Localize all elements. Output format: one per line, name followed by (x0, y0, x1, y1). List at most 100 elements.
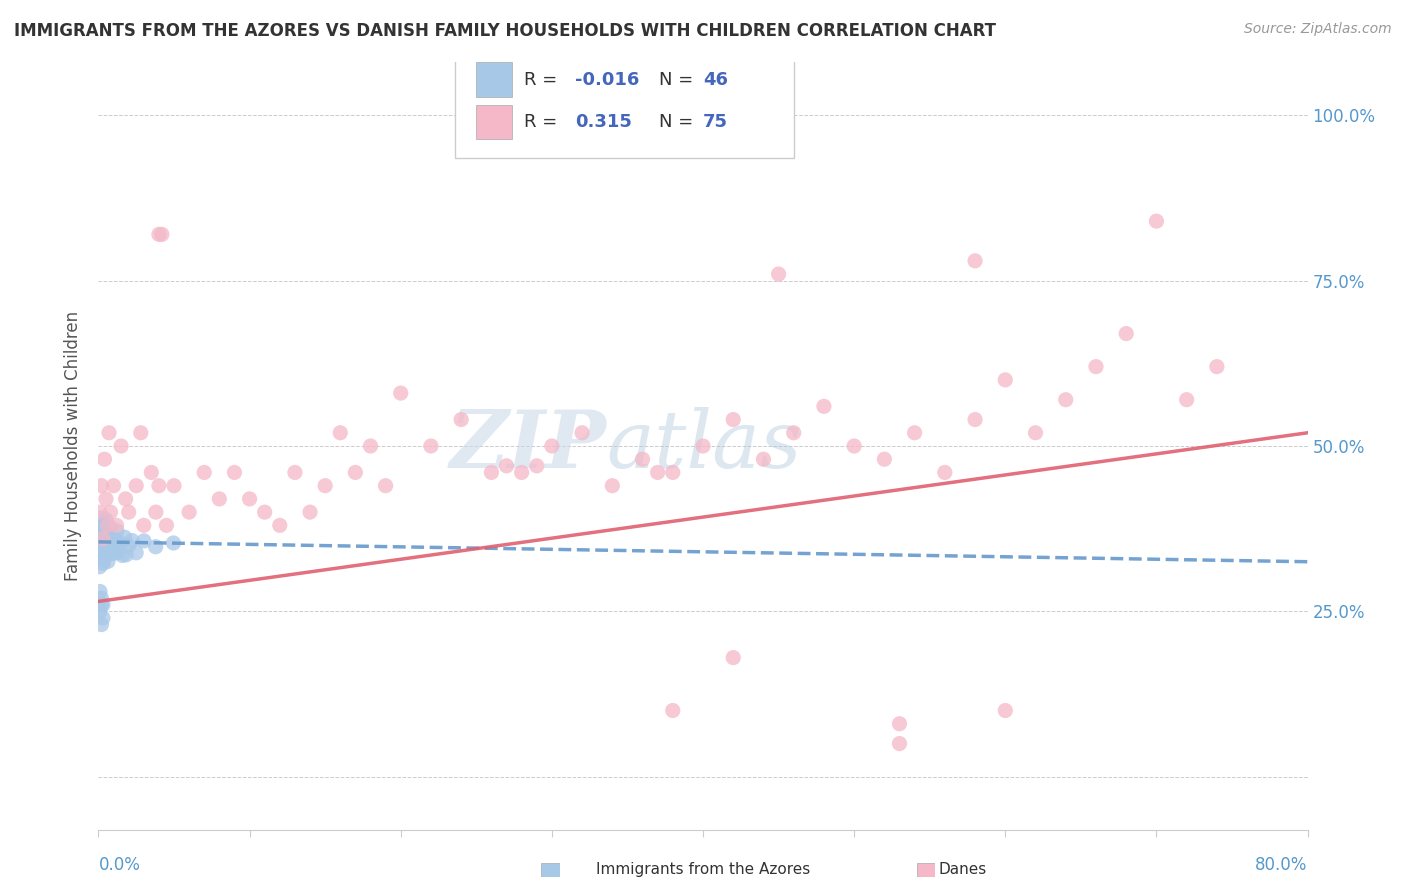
Y-axis label: Family Households with Children: Family Households with Children (65, 311, 83, 581)
Point (692, 439, 714, 453)
Point (93, 452, 115, 467)
Text: 0.315: 0.315 (575, 113, 631, 131)
Point (889, 737, 911, 751)
Point (96, 529, 118, 543)
Point (934, 466, 956, 480)
Point (129, 425, 152, 440)
Point (994, 373, 1017, 387)
Point (125, 546, 148, 560)
Point (105, 535, 128, 549)
Point (661, 704, 683, 718)
Point (118, 505, 141, 519)
Point (193, 466, 215, 480)
Point (90, 511, 112, 525)
Point (314, 478, 336, 492)
Point (90, 617, 112, 632)
Point (96, 540, 118, 554)
Text: 80.0%: 80.0% (1256, 856, 1308, 874)
Point (904, 425, 927, 440)
Point (91, 523, 114, 537)
Point (647, 466, 669, 480)
Point (100, 531, 122, 545)
Point (813, 400, 835, 414)
Point (114, 530, 136, 544)
Point (723, 650, 745, 665)
Point (89, 543, 111, 558)
Point (329, 425, 352, 440)
Point (510, 466, 533, 480)
Point (91, 598, 114, 612)
Text: ZIP: ZIP (450, 408, 606, 484)
Text: N =: N = (659, 70, 699, 88)
Point (1206, 359, 1229, 374)
Point (90, 518, 112, 533)
Point (100, 542, 122, 557)
Point (98, 546, 121, 560)
Text: IMMIGRANTS FROM THE AZORES VS DANISH FAMILY HOUSEHOLDS WITH CHILDREN CORRELATION: IMMIGRANTS FROM THE AZORES VS DANISH FAM… (14, 22, 995, 40)
Point (631, 452, 654, 467)
Point (94, 513, 117, 527)
Point (481, 466, 503, 480)
Point (162, 536, 184, 550)
Point (208, 491, 231, 506)
Point (450, 412, 472, 426)
Point (752, 452, 775, 467)
Point (224, 466, 246, 480)
Point (389, 386, 412, 401)
Point (360, 439, 382, 453)
Point (495, 458, 517, 473)
Point (723, 412, 745, 426)
Point (571, 425, 593, 440)
Point (344, 466, 367, 480)
Point (145, 505, 167, 519)
Point (155, 518, 177, 533)
Point (148, 227, 170, 242)
Text: 75: 75 (703, 113, 728, 131)
Point (90, 598, 112, 612)
Point (94, 491, 117, 506)
Point (103, 478, 125, 492)
Text: 0.0%: 0.0% (98, 856, 141, 874)
Point (91, 532, 114, 546)
Point (1054, 392, 1077, 407)
FancyBboxPatch shape (475, 104, 512, 139)
Text: Danes: Danes (939, 863, 987, 877)
Point (132, 518, 155, 533)
Point (103, 546, 125, 560)
Point (179, 505, 201, 519)
Point (284, 466, 307, 480)
Point (89, 584, 111, 599)
Point (97, 554, 120, 568)
Point (844, 439, 866, 453)
Point (125, 478, 148, 492)
Point (117, 539, 139, 553)
Point (94, 545, 117, 559)
Point (115, 548, 138, 562)
Point (107, 545, 129, 559)
Point (93, 552, 115, 566)
FancyBboxPatch shape (475, 62, 512, 97)
Text: R =: R = (524, 70, 562, 88)
Point (89, 604, 111, 618)
Point (111, 549, 134, 563)
Point (873, 452, 896, 467)
Point (163, 478, 186, 492)
Point (121, 533, 143, 548)
FancyBboxPatch shape (456, 51, 793, 158)
Point (602, 478, 624, 492)
Text: Immigrants from the Azores: Immigrants from the Azores (596, 863, 810, 877)
Point (526, 458, 548, 473)
Point (420, 439, 443, 453)
Point (661, 466, 683, 480)
Point (889, 716, 911, 731)
Point (965, 253, 987, 268)
Point (768, 267, 790, 281)
Text: N =: N = (659, 113, 699, 131)
Point (540, 439, 562, 453)
Point (90, 478, 112, 492)
Point (104, 533, 127, 547)
Point (90, 551, 112, 566)
Point (96, 518, 118, 533)
Point (91, 532, 114, 546)
Point (783, 425, 806, 440)
